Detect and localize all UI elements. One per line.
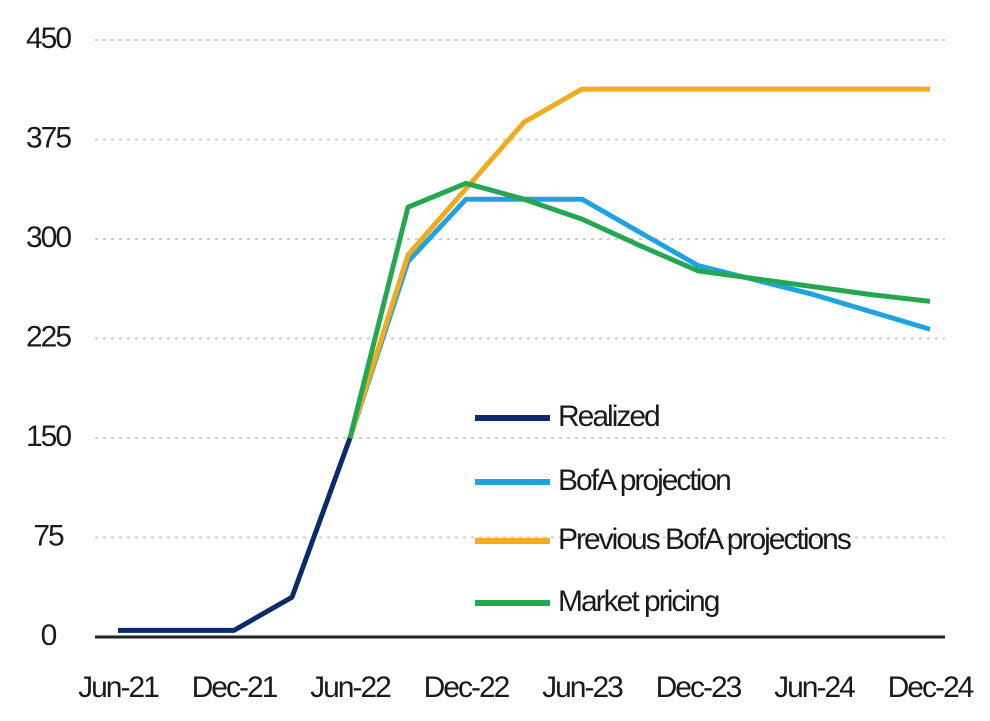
legend-label: Previous BofA projections bbox=[558, 523, 851, 556]
y-tick-label: 300 bbox=[26, 221, 71, 254]
y-tick-label: 75 bbox=[33, 519, 64, 552]
x-tick-label: Jun-23 bbox=[542, 671, 623, 704]
series-line bbox=[347, 196, 931, 439]
y-tick-label: 0 bbox=[41, 619, 57, 652]
series-line bbox=[347, 180, 931, 439]
x-tick-label: Jun-21 bbox=[78, 671, 159, 704]
legend-label: Market pricing bbox=[558, 585, 719, 618]
legend-label: BofA projection bbox=[558, 464, 730, 497]
y-tick-label: 375 bbox=[26, 121, 71, 154]
y-tick-label: 450 bbox=[26, 22, 71, 55]
x-tick-label: Dec-21 bbox=[192, 671, 278, 704]
series-line bbox=[118, 437, 353, 633]
x-tick-label: Dec-22 bbox=[424, 671, 510, 704]
x-tick-label: Jun-22 bbox=[310, 671, 391, 704]
series-line bbox=[347, 86, 930, 439]
x-tick-label: Dec-23 bbox=[656, 671, 742, 704]
x-tick-label: Dec-24 bbox=[888, 671, 974, 704]
x-tick-label: Jun-24 bbox=[774, 671, 855, 704]
y-tick-label: 150 bbox=[26, 420, 71, 453]
y-tick-label: 225 bbox=[26, 320, 71, 353]
legend-label: Realized bbox=[558, 400, 659, 433]
